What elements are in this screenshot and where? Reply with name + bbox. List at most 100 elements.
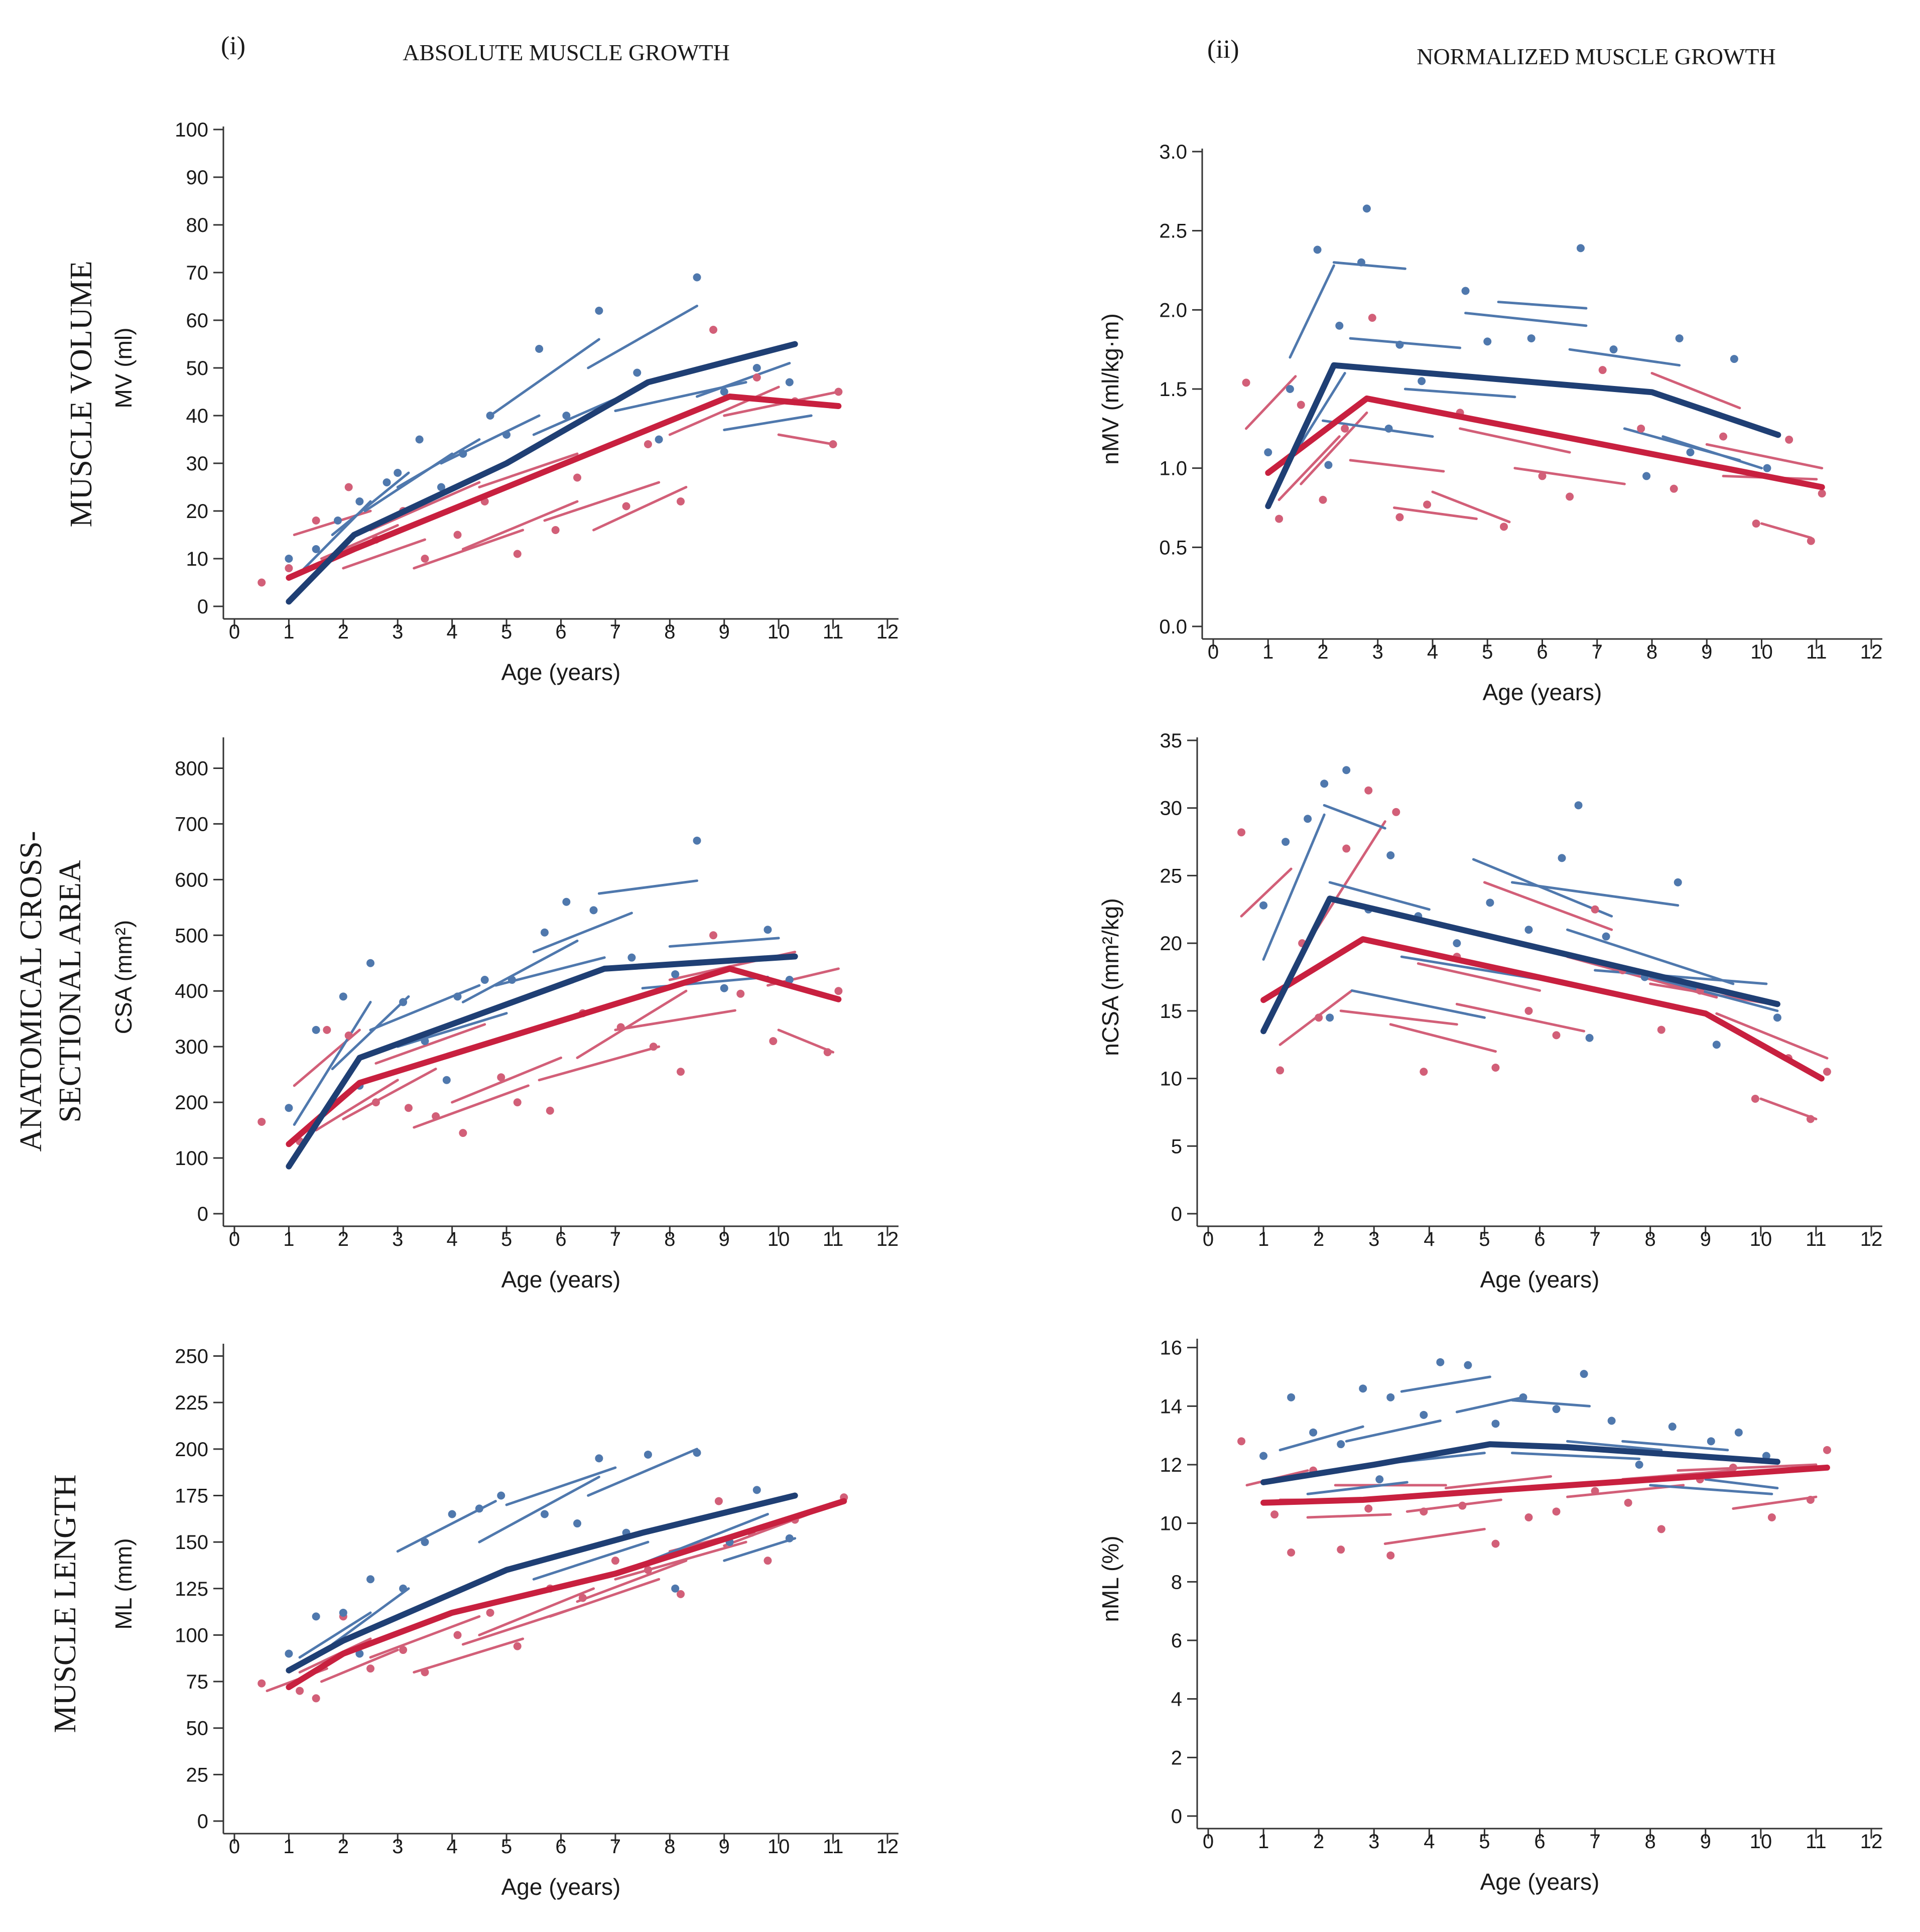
male-data-point bbox=[1763, 464, 1771, 472]
female-trajectory bbox=[543, 481, 661, 522]
male-data-point bbox=[1773, 1013, 1781, 1022]
male-data-point bbox=[1734, 1428, 1743, 1437]
col-title-normalized: NORMALIZED MUSCLE GROWTH bbox=[1417, 44, 1776, 69]
x-tick-label: 7 bbox=[1589, 1228, 1600, 1250]
x-tick-label: 5 bbox=[501, 1228, 512, 1250]
male-trajectory bbox=[587, 1448, 699, 1497]
y-tick-label: 150 bbox=[175, 1531, 208, 1554]
female-data-point bbox=[1364, 1504, 1373, 1513]
y-tick-label: 10 bbox=[1160, 1068, 1183, 1090]
male-data-point bbox=[453, 992, 462, 1001]
x-tick-label: 3 bbox=[1368, 1228, 1379, 1250]
female-data-point bbox=[513, 1642, 522, 1650]
x-tick-label: 3 bbox=[392, 1228, 403, 1250]
female-data-point bbox=[1297, 401, 1305, 409]
x-tick-label: 1 bbox=[1262, 641, 1273, 663]
x-axis-label: Age (years) bbox=[1483, 679, 1602, 705]
x-tick-label: 5 bbox=[1479, 1228, 1490, 1250]
female-trajectory bbox=[1389, 1023, 1497, 1053]
x-tick-label: 11 bbox=[1806, 1831, 1827, 1853]
male-trajectory bbox=[723, 1537, 797, 1562]
x-tick-label: 11 bbox=[1806, 1228, 1827, 1250]
female-data-point bbox=[644, 1566, 652, 1574]
x-tick-label: 4 bbox=[447, 621, 458, 643]
y-tick-label: 60 bbox=[186, 310, 209, 332]
male-data-point bbox=[366, 1575, 375, 1584]
y-tick-label: 300 bbox=[175, 1036, 208, 1058]
x-tick-label: 7 bbox=[610, 1836, 621, 1858]
male-trajectory bbox=[293, 1000, 372, 1126]
x-tick-label: 3 bbox=[1368, 1831, 1379, 1853]
female-data-point bbox=[573, 473, 582, 482]
male-data-point bbox=[595, 1454, 603, 1463]
female-trajectory bbox=[369, 1615, 481, 1659]
col-tag-ii: (ii) bbox=[1207, 35, 1239, 64]
x-tick-label: 10 bbox=[1750, 641, 1773, 663]
male-data-point bbox=[399, 1584, 408, 1593]
male-data-point bbox=[693, 273, 701, 282]
female-trajectory bbox=[374, 1023, 486, 1065]
male-data-point bbox=[475, 1504, 483, 1513]
y-tick-label: 0 bbox=[197, 596, 208, 618]
female-trajectory bbox=[1483, 881, 1613, 931]
male-data-point bbox=[1386, 851, 1395, 860]
female-data-point bbox=[649, 1043, 658, 1051]
male-data-point bbox=[1326, 1013, 1334, 1022]
female-trajectory bbox=[1240, 867, 1293, 918]
male-data-point bbox=[1524, 926, 1533, 934]
male-data-point bbox=[1668, 1423, 1677, 1431]
male-trajectory bbox=[1332, 261, 1406, 270]
x-tick-label: 10 bbox=[1750, 1831, 1772, 1853]
female-data-point bbox=[1823, 1068, 1831, 1076]
y-tick-label: 35 bbox=[1160, 730, 1183, 752]
female-data-point bbox=[1237, 1437, 1246, 1446]
female-data-point bbox=[1342, 844, 1351, 853]
female-trajectory bbox=[1705, 443, 1824, 470]
x-tick-label: 12 bbox=[876, 1228, 899, 1250]
female-trajectory bbox=[369, 481, 481, 532]
y-tick-label: 3.0 bbox=[1159, 141, 1187, 163]
female-data-point bbox=[1386, 1551, 1395, 1560]
female-mean-fit-line bbox=[1265, 395, 1825, 490]
x-tick-label: 3 bbox=[392, 1836, 403, 1858]
female-trajectory bbox=[315, 1079, 399, 1132]
male-trajectory bbox=[298, 1611, 372, 1659]
male-trajectory bbox=[1566, 1440, 1663, 1452]
male-data-point bbox=[535, 345, 544, 353]
male-trajectory bbox=[440, 414, 541, 465]
x-tick-label: 7 bbox=[1592, 641, 1603, 663]
x-tick-label: 5 bbox=[501, 1836, 512, 1858]
male-data-point bbox=[415, 435, 424, 444]
male-data-point bbox=[339, 992, 347, 1001]
y-tick-label: 700 bbox=[175, 813, 208, 835]
male-data-point bbox=[1730, 355, 1738, 363]
individual-trajectories bbox=[258, 1448, 848, 1703]
x-tick-label: 5 bbox=[1482, 641, 1493, 663]
male-data-point bbox=[339, 1608, 347, 1617]
male-data-point bbox=[1337, 1440, 1345, 1449]
female-data-point bbox=[611, 1557, 619, 1565]
male-data-point bbox=[1574, 801, 1583, 810]
male-data-point bbox=[1436, 1358, 1445, 1366]
y-tick-label: 2 bbox=[1171, 1747, 1182, 1769]
male-trajectory bbox=[1262, 813, 1326, 961]
male-trajectory bbox=[1621, 1440, 1729, 1452]
y-tick-label: 0 bbox=[197, 1811, 208, 1833]
x-tick-label: 9 bbox=[1700, 1228, 1711, 1250]
male-data-point bbox=[1384, 424, 1393, 433]
female-data-point bbox=[829, 440, 837, 448]
y-tick-label: 25 bbox=[1160, 865, 1183, 887]
x-tick-label: 4 bbox=[447, 1836, 458, 1858]
male-data-point bbox=[486, 412, 494, 420]
x-tick-label: 4 bbox=[447, 1228, 458, 1250]
female-trajectory bbox=[614, 1540, 747, 1581]
male-data-point bbox=[1675, 334, 1684, 343]
female-data-point bbox=[513, 1098, 522, 1107]
female-data-point bbox=[1364, 786, 1373, 795]
male-data-point bbox=[693, 1449, 701, 1457]
x-tick-label: 5 bbox=[501, 621, 512, 643]
y-tick-label: 10 bbox=[186, 548, 209, 570]
x-tick-label: 9 bbox=[1700, 1831, 1711, 1853]
